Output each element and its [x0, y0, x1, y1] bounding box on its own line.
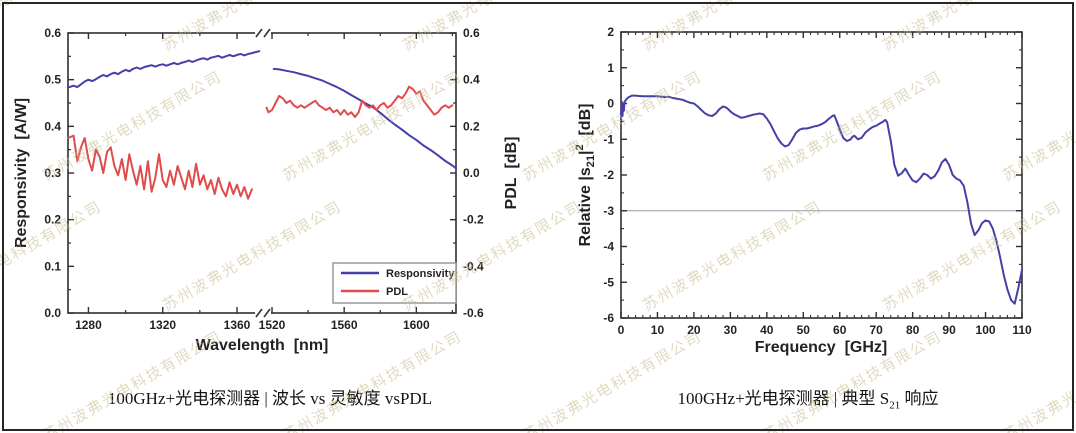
y-tick-label: 1: [607, 61, 614, 75]
y-right-tick-label: 0.0: [463, 166, 480, 180]
y-tick-label: 2: [607, 25, 614, 39]
responsivity-curve: [272, 67, 457, 170]
y-right-tick-label: 0.4: [463, 73, 480, 87]
y-left-tick-label: 0.3: [44, 166, 61, 180]
right-x-axis-title: Frequency [GHz]: [755, 339, 887, 356]
y-tick-label: -3: [603, 204, 614, 218]
y-tick-label: -4: [603, 240, 614, 254]
y-tick-label: -5: [603, 275, 614, 289]
right-caption-subscript: 21: [889, 399, 901, 412]
x-tick-label: 100: [976, 323, 996, 337]
axis-break-slash: [255, 308, 263, 318]
y-left-tick-label: 0.2: [44, 213, 61, 227]
right-caption-post: 响应: [900, 389, 939, 408]
y-right-tick-label: 0.2: [463, 119, 480, 133]
axis-break-gap: [255, 310, 271, 316]
right-y-axis-title: PDL [dB]: [503, 137, 520, 210]
y-left-tick-label: 0.4: [44, 119, 61, 133]
legend-pdl-label: PDL: [386, 286, 408, 298]
y-tick-label: 0: [607, 97, 614, 111]
x-tick-label: 80: [906, 323, 920, 337]
axis-break-slash: [263, 308, 271, 318]
y-right-tick-label: -0.4: [463, 259, 484, 273]
pdl-curve: [67, 134, 253, 200]
x-tick-label: 70: [870, 323, 884, 337]
y-left-tick-label: 0.6: [44, 26, 61, 40]
x-tick-label: 1600: [403, 318, 430, 332]
axis-break-gap: [255, 30, 271, 36]
responsivity-curve: [67, 50, 261, 89]
x-tick-label: 1560: [331, 318, 358, 332]
y-tick-label: -6: [603, 311, 614, 325]
x-tick-label: 110: [1012, 323, 1032, 337]
legend-box: [332, 262, 457, 304]
legend-responsivity-label: Responsivity: [386, 268, 455, 280]
y-tick-label: -2: [603, 168, 614, 182]
axis-break-slash: [255, 28, 263, 38]
x-tick-label: 1360: [224, 318, 251, 332]
axis-break-slash: [263, 28, 271, 38]
x-tick-label: 90: [942, 323, 956, 337]
y-left-tick-label: 0.0: [44, 306, 61, 320]
right-plot-frame: [620, 31, 1023, 319]
right-y-axis-title-s21: Relative |s21|2 [dB]: [574, 104, 597, 247]
y-tick-label: -1: [603, 132, 614, 146]
x-tick-label: 1320: [149, 318, 176, 332]
x-tick-label: 1520: [259, 318, 286, 332]
x-tick-label: 1280: [75, 318, 102, 332]
y-right-tick-label: -0.6: [463, 306, 484, 320]
right-chart-caption: 100GHz+光电探测器 | 典型 S21 响应: [540, 384, 1076, 411]
y-right-tick-label: 0.6: [463, 26, 480, 40]
right-caption-pre: 100GHz+光电探测器 | 典型 S: [677, 389, 890, 408]
x-tick-label: 50: [797, 323, 811, 337]
y-left-tick-label: 0.1: [44, 259, 61, 273]
left-chart-caption: 100GHz+光电探测器 | 波长 vs 灵敏度 vsPDL: [107, 389, 433, 408]
pdl-curve: [265, 85, 454, 118]
x-tick-label: 40: [760, 323, 774, 337]
s21-curve: [620, 94, 1023, 305]
x-tick-label: 0: [618, 323, 625, 337]
x-tick-label: 60: [833, 323, 847, 337]
x-tick-label: 10: [651, 323, 665, 337]
y-left-tick-label: 0.5: [44, 73, 61, 87]
x-tick-label: 20: [687, 323, 701, 337]
left-x-axis-title: Wavelength [nm]: [196, 337, 329, 354]
y-right-tick-label: -0.2: [463, 213, 484, 227]
x-tick-label: 30: [724, 323, 738, 337]
left-y-axis-title: Responsivity [A/W]: [13, 98, 30, 248]
